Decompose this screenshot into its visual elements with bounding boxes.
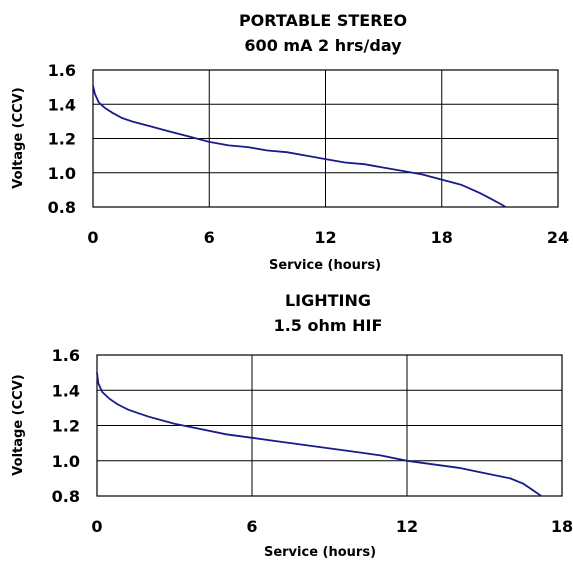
x-tick-label: 6 [204, 228, 215, 247]
y-tick-label: 0.8 [48, 198, 76, 217]
x-tick-label: 12 [314, 228, 336, 247]
x-axis-label: Service (hours) [269, 258, 381, 273]
plot-area [96, 354, 563, 497]
x-tick-label: 12 [396, 517, 418, 536]
y-tick-label: 1.6 [52, 346, 80, 365]
y-axis-label: Voltage (CCV) [11, 374, 26, 475]
x-tick-label: 18 [551, 517, 573, 536]
y-tick-label: 1.2 [52, 417, 80, 436]
y-tick-label: 1.4 [48, 95, 76, 114]
y-axis-label: Voltage (CCV) [11, 87, 26, 188]
x-tick-label: 0 [91, 517, 102, 536]
x-tick-label: 24 [547, 228, 569, 247]
series-line [92, 85, 507, 208]
y-tick-label: 1.0 [52, 452, 80, 471]
chart-subtitle: 1.5 ohm HIF [274, 316, 383, 335]
y-tick-label: 1.4 [52, 381, 80, 400]
chart-title: PORTABLE STEREO [239, 11, 407, 30]
x-tick-label: 0 [87, 228, 98, 247]
series-line [96, 372, 542, 497]
x-tick-label: 6 [246, 517, 257, 536]
y-tick-label: 1.2 [48, 130, 76, 149]
chart-portable-stereo: PORTABLE STEREO 600 mA 2 hrs/day 0 6 12 18 2… [11, 11, 569, 273]
x-axis-label: Service (hours) [264, 545, 376, 560]
chart-title: LIGHTING [285, 291, 371, 310]
x-tick-label: 18 [431, 228, 453, 247]
y-tick-label: 1.0 [48, 164, 76, 183]
y-tick-label: 0.8 [52, 487, 80, 506]
chart-lighting: LIGHTING 1.5 ohm HIF 0 6 12 18 0.8 1.0 1.2 1.4… [11, 291, 573, 560]
plot-area [92, 69, 559, 208]
y-tick-label: 1.6 [48, 61, 76, 80]
chart-subtitle: 600 mA 2 hrs/day [244, 36, 402, 55]
